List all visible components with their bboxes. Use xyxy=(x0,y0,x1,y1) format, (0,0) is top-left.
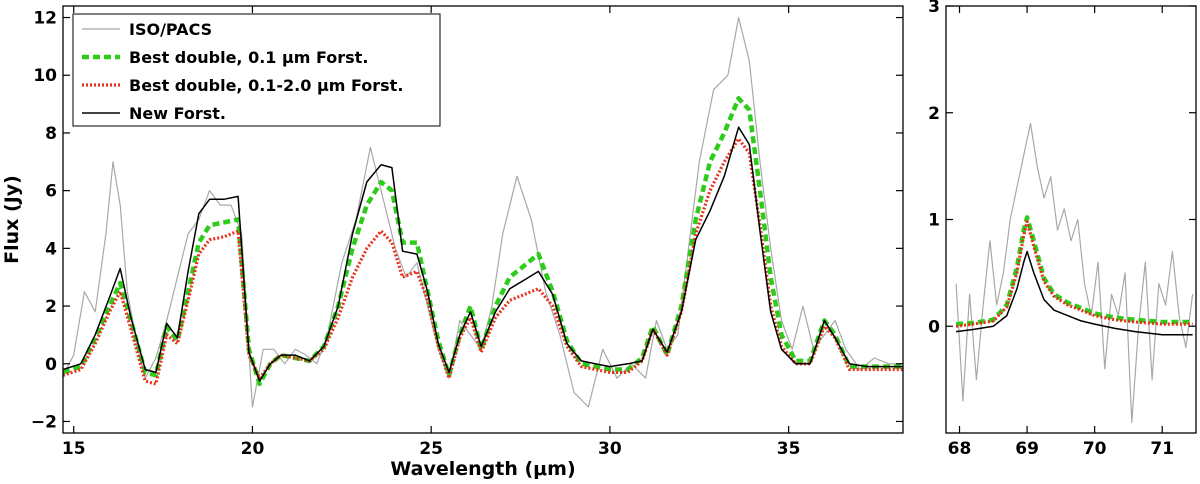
x-tick-label: 35 xyxy=(777,439,801,459)
series-line-best-double-0-1-2-0-m-forst xyxy=(63,137,903,386)
x-tick-label: 20 xyxy=(241,439,265,459)
series-line-new-forst xyxy=(956,250,1193,336)
series-group xyxy=(955,122,1194,423)
x-tick-label: 70 xyxy=(1083,439,1107,459)
series-line-best-double-0-1-m-forst xyxy=(955,215,1193,327)
series-line-iso-pacs xyxy=(955,122,1194,423)
y-tick-label: 10 xyxy=(33,66,57,86)
series-group xyxy=(63,16,903,408)
legend-label: New Forst. xyxy=(129,104,226,123)
legend-label: Best double, 0.1-2.0 μm Forst. xyxy=(129,76,403,95)
y-tick-label: 3 xyxy=(928,0,940,17)
x-tick-label: 71 xyxy=(1150,439,1174,459)
y-tick-label: 0 xyxy=(928,317,940,337)
y-tick-label: 0 xyxy=(45,355,57,375)
plot-frame xyxy=(945,5,1197,434)
plot-frame xyxy=(62,5,904,434)
panel-1: 15 20 25 30 35 −2 0 2 4 6 8 10 12 Wavelength (μm) Flux… xyxy=(1,5,904,480)
y-axis-title: Flux (Jy) xyxy=(1,175,23,264)
x-axis-title: Wavelength (μm) xyxy=(390,458,575,480)
legend: ISO/PACS Best double, 0.1 μm Forst. Best d… xyxy=(72,13,441,127)
y-tick-label: 2 xyxy=(928,104,940,124)
x-tick-label: 30 xyxy=(598,439,622,459)
x-tick-label: 25 xyxy=(419,439,443,459)
legend-box xyxy=(72,13,441,127)
legend-label: ISO/PACS xyxy=(129,20,212,39)
series-line-best-double-0-1-m-forst xyxy=(63,96,903,387)
x-tick-label: 68 xyxy=(948,439,972,459)
y-tick-label: 4 xyxy=(45,239,57,259)
y-tick-label: 12 xyxy=(33,9,57,29)
legend-label: Best double, 0.1 μm Forst. xyxy=(129,48,368,67)
y-tick-label: −2 xyxy=(31,412,57,432)
series-line-best-double-0-1-2-0-m-forst xyxy=(955,220,1193,328)
y-tick-label: 2 xyxy=(45,297,57,317)
y-tick-label: 8 xyxy=(45,124,57,144)
y-tick-label: 6 xyxy=(45,182,57,202)
series-line-new-forst xyxy=(63,126,903,382)
x-tick-label: 69 xyxy=(1015,439,1039,459)
y-tick-label: 1 xyxy=(928,211,940,231)
x-tick-label: 15 xyxy=(62,439,86,459)
panel-2: 68 69 70 71 0 1 2 3 xyxy=(928,0,1197,459)
